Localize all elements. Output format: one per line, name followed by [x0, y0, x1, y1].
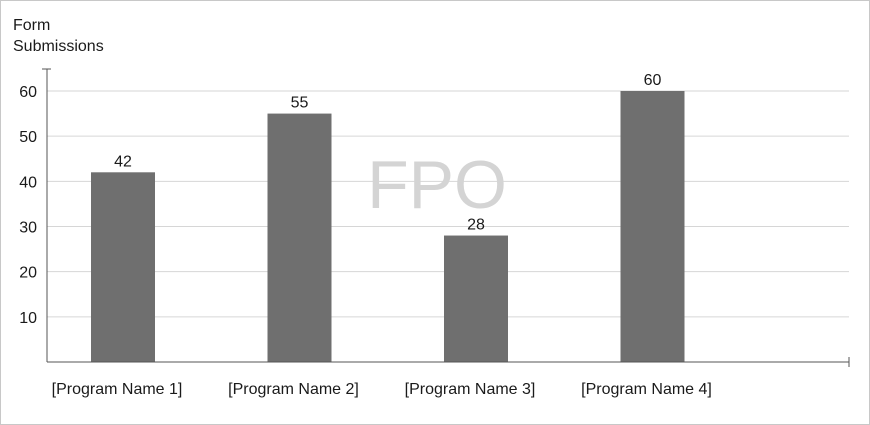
bar-1: [91, 172, 155, 362]
y-axis-label-line-1: Form: [13, 17, 51, 34]
data-label-3: 28: [467, 217, 485, 234]
y-axis-label: Form Submissions: [13, 15, 104, 57]
data-label-4: 60: [644, 72, 662, 89]
y-tick-label-40: 40: [19, 174, 37, 191]
bar-3: [444, 235, 508, 362]
bar-2: [267, 113, 332, 362]
data-label-1: 42: [114, 153, 132, 170]
data-label-2: 55: [291, 95, 309, 112]
y-tick-label-60: 60: [19, 84, 37, 101]
x-tick-label-1: [Program Name 1]: [52, 381, 183, 398]
y-axis-label-line-2: Submissions: [13, 38, 104, 55]
y-tick-label-20: 20: [19, 265, 37, 282]
x-tick-label-4: [Program Name 4]: [581, 381, 712, 398]
x-tick-label-2: [Program Name 2]: [228, 381, 359, 398]
y-tick-label-30: 30: [19, 220, 37, 237]
bar-4: [620, 91, 685, 362]
y-tick-label-10: 10: [19, 310, 37, 327]
x-tick-label-3: [Program Name 3]: [405, 381, 536, 398]
fpo-watermark: FPO: [367, 147, 507, 223]
y-tick-label-50: 50: [19, 129, 37, 146]
